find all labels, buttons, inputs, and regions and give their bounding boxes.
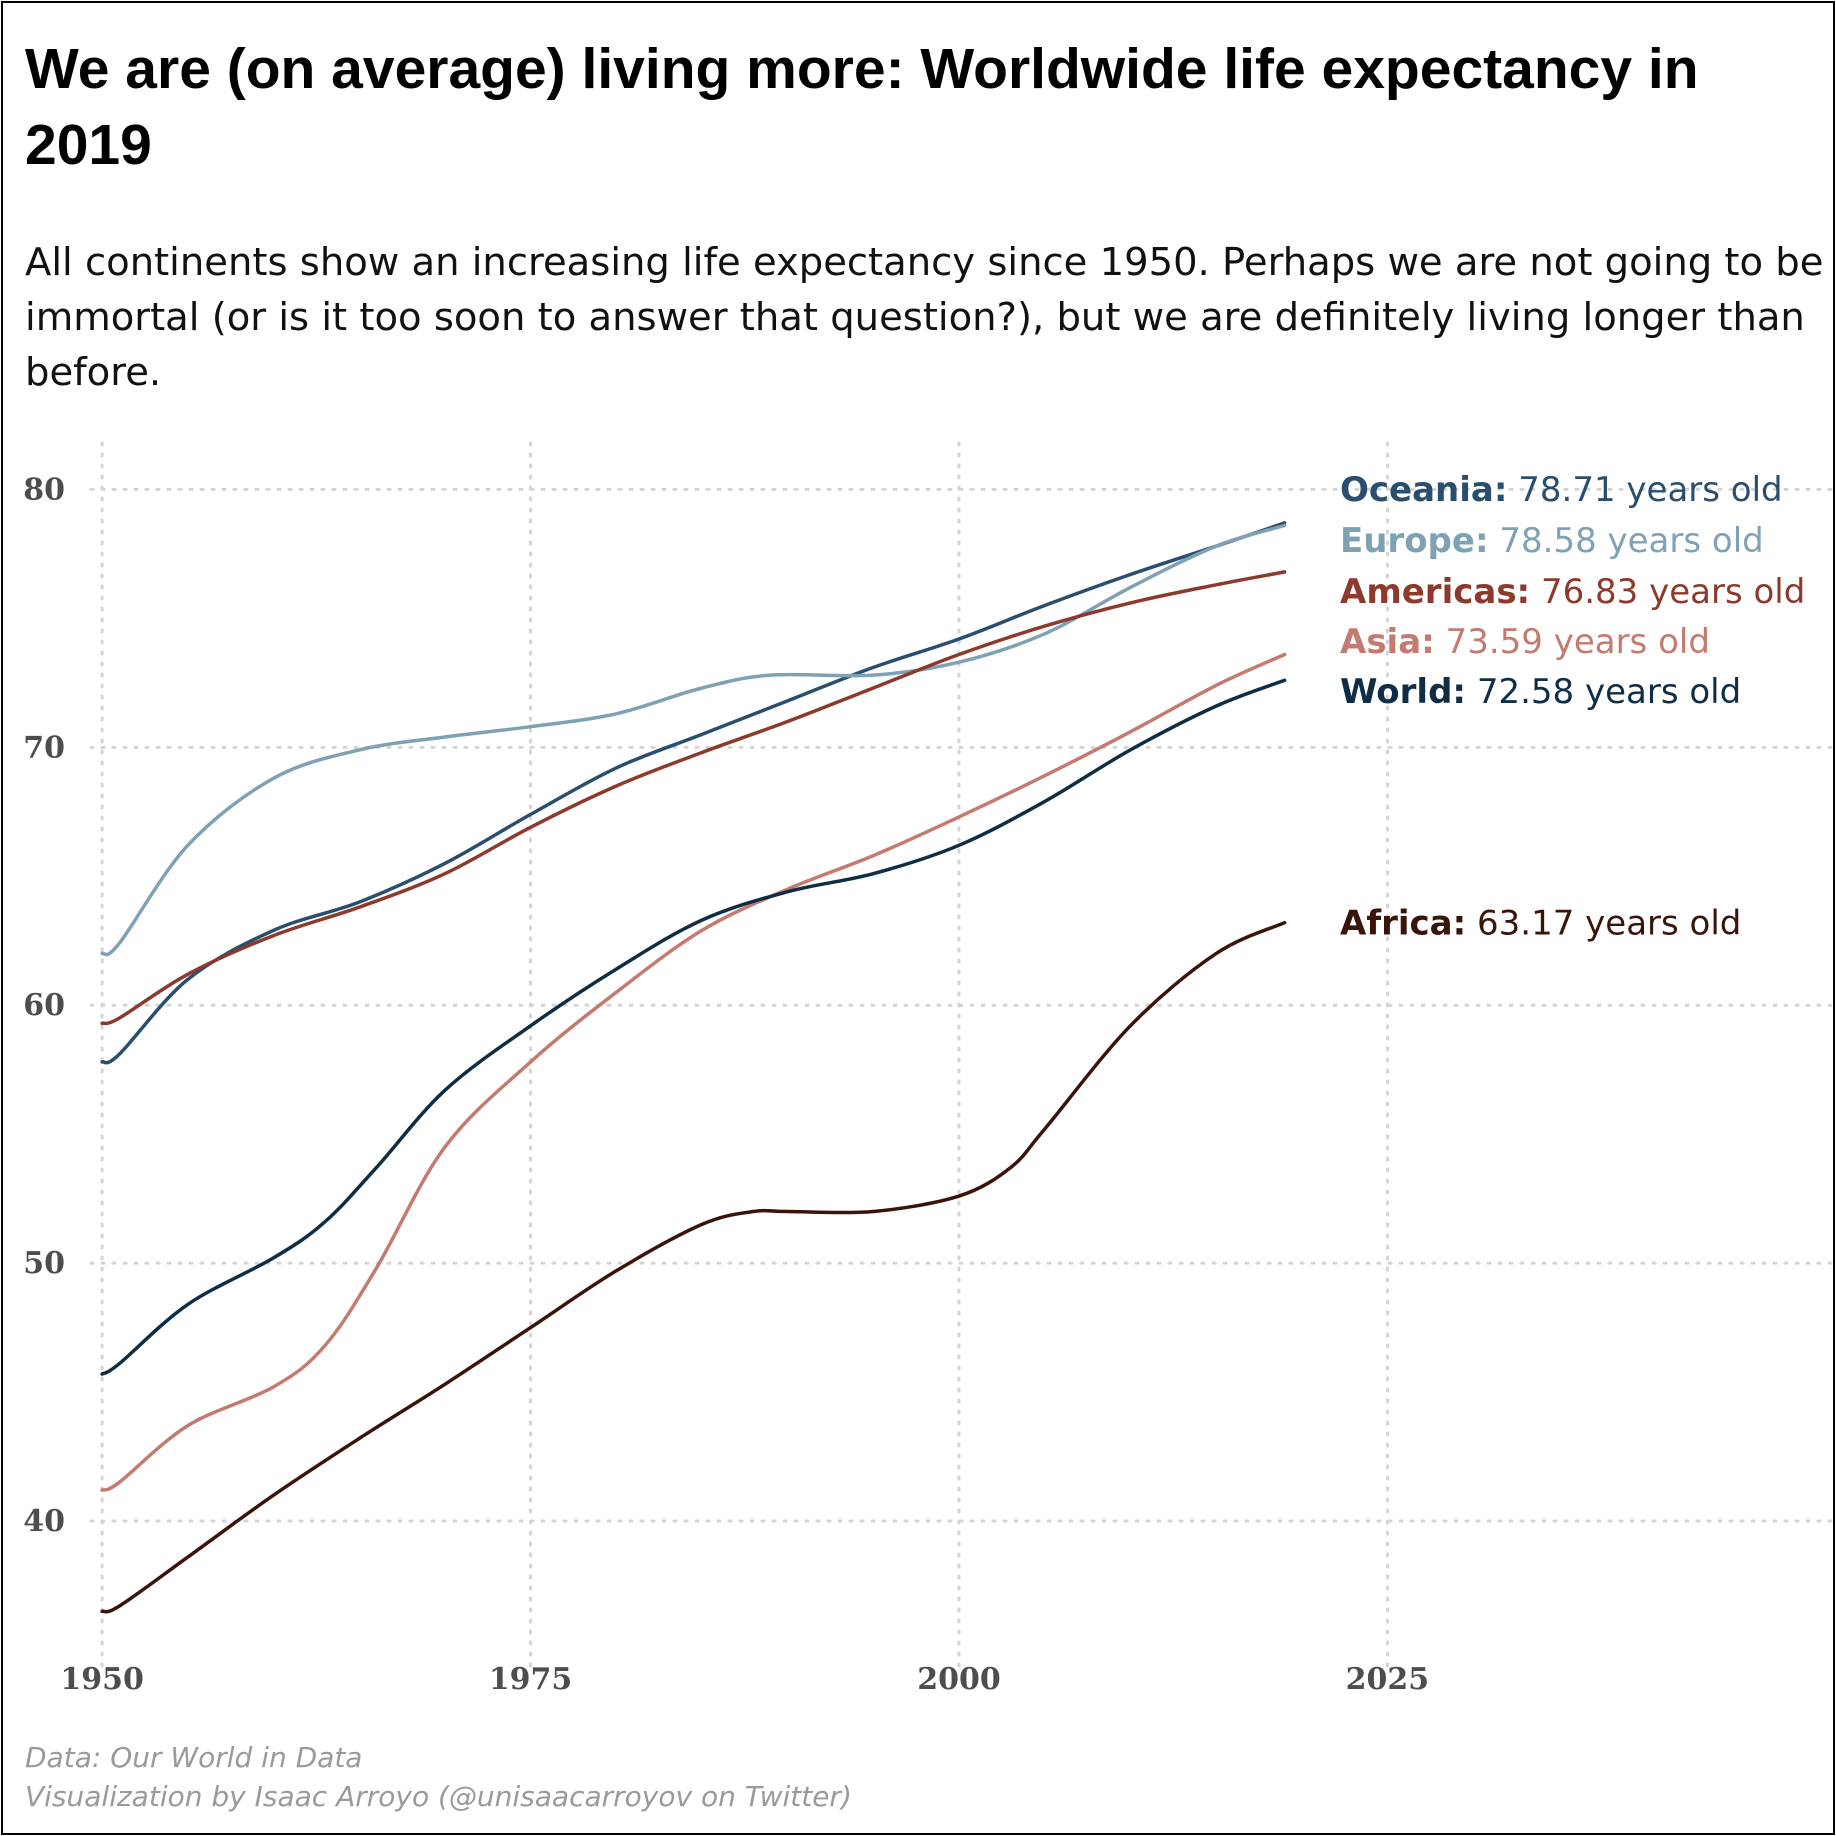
series-line-europe <box>100 523 1287 957</box>
grid <box>89 441 1833 1670</box>
series-label-oceania: Oceania: 78.71 years old <box>1340 470 1783 510</box>
line-chart: 40 50 60 70 80 1950 1975 2000 2025 Oceania: 78.7… <box>23 441 1833 1697</box>
series-line-americas <box>100 570 1287 1026</box>
series-line-asia <box>100 652 1287 1492</box>
series-label-world: World: 72.58 years old <box>1340 672 1741 712</box>
chart-subtitle: All continents show an increasing life e… <box>25 240 1824 395</box>
y-tick-label: 40 <box>23 1504 65 1539</box>
y-tick-label: 70 <box>23 730 65 765</box>
y-tick-label: 50 <box>23 1246 65 1281</box>
series-label-americas: Americas: 76.83 years old <box>1340 572 1805 612</box>
series-line-africa <box>100 920 1287 1614</box>
y-tick-label: 80 <box>23 472 65 507</box>
chart-title: We are (on average) living more: Worldwi… <box>25 37 1699 177</box>
series-lines <box>100 521 1287 1614</box>
caption-source: Data: Our World in Data <box>25 1741 363 1774</box>
series-line-world <box>100 678 1287 1376</box>
series-line-oceania <box>100 521 1287 1065</box>
y-tick-label: 60 <box>23 988 65 1023</box>
x-tick-label: 1950 <box>60 1662 144 1697</box>
series-label-asia: Asia: 73.59 years old <box>1340 622 1710 662</box>
x-tick-label: 2025 <box>1346 1662 1430 1697</box>
x-tick-label: 2000 <box>917 1662 1001 1697</box>
caption-credit: Visualization by Isaac Arroyo (@unisaaca… <box>25 1780 852 1813</box>
series-label-africa: Africa: 63.17 years old <box>1340 904 1741 944</box>
x-tick-label: 1975 <box>489 1662 573 1697</box>
series-label-europe: Europe: 78.58 years old <box>1340 521 1764 561</box>
series-labels: Oceania: 78.71 years old Europe: 78.58 ye… <box>1340 470 1805 944</box>
axis-ticks: 40 50 60 70 80 1950 1975 2000 2025 <box>23 472 1429 1697</box>
